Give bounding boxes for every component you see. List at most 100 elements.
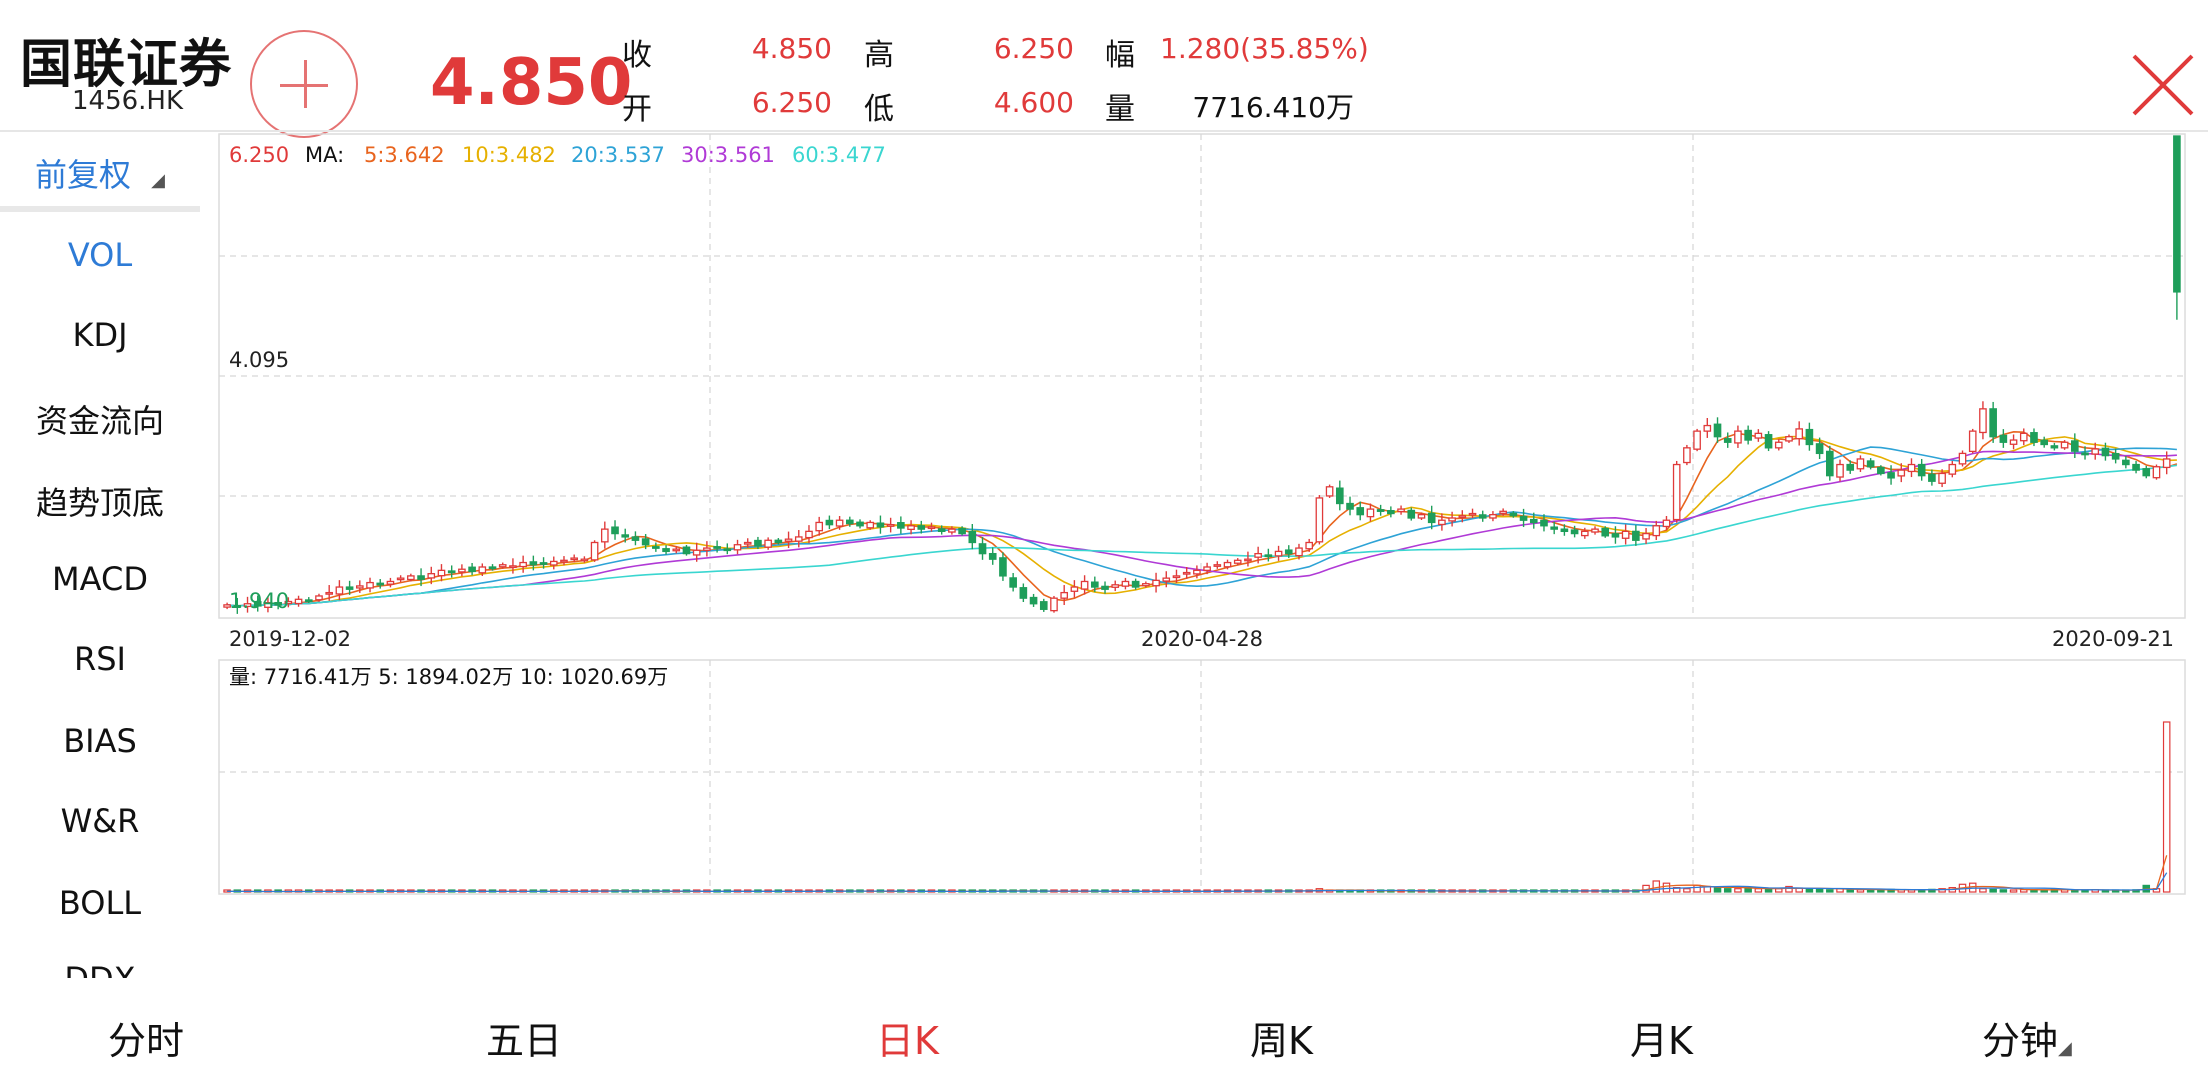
candle-body — [805, 530, 813, 539]
candle-body — [1836, 463, 1844, 478]
open-value: 6.250 — [751, 86, 832, 119]
candle-body — [1774, 441, 1783, 449]
candle-body — [2122, 459, 2130, 466]
candle-body — [304, 599, 313, 603]
indicator-capital-flow[interactable]: 资金流向 — [35, 402, 164, 440]
volume-bar — [1764, 888, 1773, 893]
ma5-label: 5:3.642 — [364, 143, 445, 167]
candle-body — [1121, 580, 1130, 587]
close-value: 4.850 — [751, 32, 832, 65]
candles — [223, 135, 2181, 614]
candle-body — [917, 525, 926, 530]
close-label: 收 — [622, 38, 652, 73]
tab-monthly-k[interactable]: 月K — [1630, 1019, 1693, 1063]
volume-bar — [1734, 888, 1742, 893]
price-adjust-dropdown[interactable]: 前复权 ◢ — [0, 150, 200, 196]
add-to-watchlist-button[interactable] — [250, 30, 358, 138]
candle-body — [1825, 450, 1834, 477]
candle-body — [1448, 517, 1456, 522]
candle-body — [386, 580, 395, 585]
candle-body — [315, 595, 323, 601]
candle-body — [1407, 509, 1416, 519]
change-label: 幅 — [1105, 38, 1135, 73]
candle-body — [845, 519, 854, 525]
candle-body — [1335, 487, 1344, 505]
adjust-mode-label: 前复权 — [34, 156, 131, 194]
candle-body — [1438, 519, 1446, 526]
candle-body — [1489, 514, 1497, 519]
tab-weekly-k[interactable]: 周K — [1250, 1019, 1313, 1063]
candle-body — [1039, 601, 1048, 610]
candle-body — [1683, 447, 1691, 464]
volume-summary: 量: 7716.41万 5: 1894.02万 10: 1020.69万 — [229, 665, 668, 689]
candle-body — [335, 586, 344, 595]
candle-body — [682, 546, 691, 555]
tab-daily-k[interactable]: 日K — [876, 1019, 939, 1063]
candle-body — [1642, 532, 1650, 540]
candle-body — [498, 564, 507, 568]
candle-body — [1019, 587, 1028, 599]
dropdown-triangle-icon: ◢ — [2058, 1038, 2072, 1059]
candle-body — [1376, 509, 1385, 512]
indicator-macd[interactable]: MACD — [52, 560, 148, 598]
ma30-line — [227, 450, 2177, 607]
volume-bar — [1723, 888, 1732, 893]
indicator-ddx[interactable]: DDX — [0, 960, 200, 978]
candle-body — [560, 559, 568, 563]
candle-body — [886, 524, 895, 527]
close-button[interactable] — [2128, 50, 2198, 120]
indicator-trend-top-bottom[interactable]: 趋势顶底 — [35, 484, 164, 522]
candle-body — [1540, 519, 1548, 527]
candle-body — [233, 604, 242, 608]
kline-chart[interactable]: 6.250 MA: 5:3.642 10:3.482 20:3.537 30:3… — [0, 0, 2208, 1000]
ma30-label: 30:3.561 — [681, 143, 775, 167]
candle-body — [1264, 554, 1273, 558]
indicator-wr[interactable]: W&R — [60, 802, 140, 840]
candle-body — [570, 557, 579, 561]
volume-label: 量 — [1105, 92, 1135, 127]
price-mid-label: 4.095 — [229, 348, 289, 372]
candle-body — [662, 548, 670, 553]
ma60-line — [227, 464, 2178, 607]
indicator-boll[interactable]: BOLL — [58, 884, 142, 922]
candle-body — [631, 536, 640, 541]
tab-minute[interactable]: 分钟◢ — [1982, 1010, 2072, 1065]
candle-body — [723, 548, 732, 552]
candle-body — [1601, 527, 1610, 537]
indicator-vol[interactable]: VOL — [67, 236, 133, 274]
candle-body — [1417, 514, 1426, 519]
candle-body — [1203, 566, 1211, 571]
candle-body — [529, 561, 538, 566]
candle-body — [1387, 509, 1395, 515]
indicator-rsi[interactable]: RSI — [74, 640, 126, 678]
candle-body — [1213, 564, 1222, 567]
ma20-label: 20:3.537 — [571, 143, 665, 167]
candle-body — [754, 539, 762, 547]
candle-body — [703, 547, 711, 551]
last-price: 4.850 — [430, 46, 633, 120]
candle-body — [468, 566, 476, 573]
candle-body — [1090, 581, 1099, 588]
volume-bar — [1652, 880, 1661, 893]
candle-body — [590, 541, 599, 561]
indicator-bias[interactable]: BIAS — [63, 722, 137, 760]
indicator-kdj[interactable]: KDJ — [72, 316, 128, 354]
candle-body — [1070, 586, 1079, 592]
candle-body — [1172, 575, 1181, 579]
volume-bar — [1999, 889, 2008, 893]
candle-body — [1621, 530, 1630, 539]
candle-body — [1346, 502, 1354, 510]
candle-body — [1182, 571, 1191, 575]
candle-body — [948, 528, 956, 533]
low-label: 低 — [864, 92, 894, 127]
candle-body — [355, 585, 364, 589]
candle-body — [243, 603, 252, 608]
tab-five-day[interactable]: 五日 — [486, 1019, 563, 1063]
candle-body — [764, 539, 772, 548]
candle-body — [897, 522, 905, 529]
candle-body — [1427, 512, 1436, 524]
open-label: 开 — [622, 92, 652, 127]
tab-intraday[interactable]: 分时 — [108, 1019, 185, 1063]
candle-body — [1101, 585, 1109, 590]
candle-body — [937, 528, 946, 533]
